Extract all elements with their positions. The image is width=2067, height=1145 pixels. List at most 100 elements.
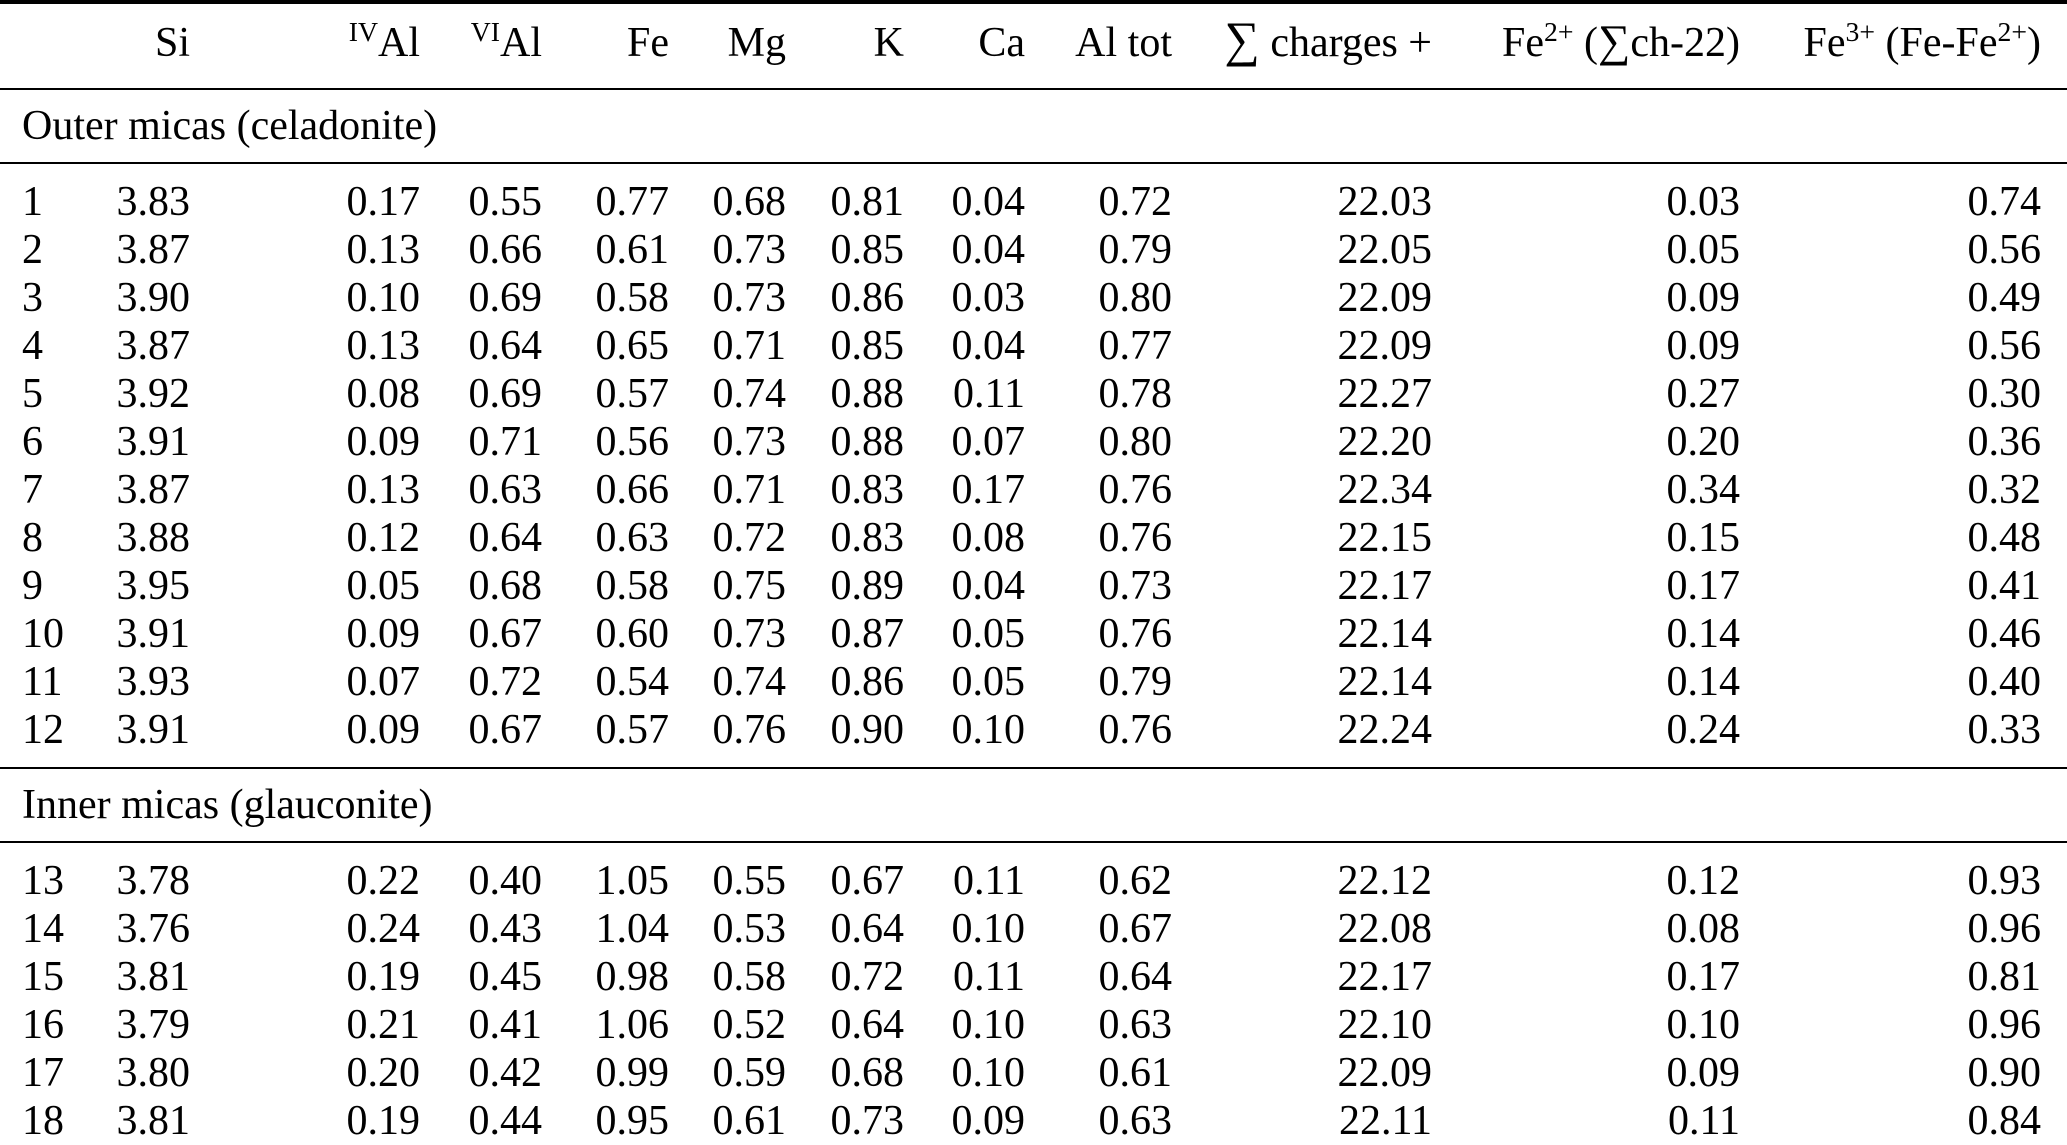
cell-sum_charges: 22.15	[1337, 515, 1433, 561]
cell-fe2: 0.10	[1666, 1002, 1741, 1048]
cell-al_tot: 0.67	[1098, 906, 1173, 952]
cell-sum_charges: 22.09	[1337, 1050, 1433, 1096]
cell-fe: 0.99	[595, 1050, 670, 1096]
cell-sum_charges: 22.12	[1337, 858, 1433, 904]
table-row: 11 3.93 0.07 0.72 0.54 0.74 0.86 0.05 0.79 22.14 0…	[0, 658, 2067, 706]
cell-al_vi: 0.44	[468, 1098, 543, 1144]
cell-fe: 0.63	[595, 515, 670, 561]
cell-al_tot: 0.80	[1098, 419, 1173, 465]
cell-fe3: 0.33	[1967, 707, 2042, 753]
table-row: 3 3.90 0.10 0.69 0.58 0.73 0.86 0.03 0.80 22.09 0.…	[0, 274, 2067, 322]
cell-k: 0.86	[830, 275, 905, 321]
cell-al_tot: 0.77	[1098, 323, 1173, 369]
cell-mg: 0.52	[712, 1002, 787, 1048]
cell-si: 3.90	[116, 275, 191, 321]
cell-index: 4	[22, 323, 43, 369]
cell-ca: 0.03	[951, 275, 1026, 321]
cell-fe3: 0.96	[1967, 906, 2042, 952]
cell-k: 0.73	[830, 1098, 905, 1144]
cell-fe: 0.77	[595, 179, 670, 225]
table-row: 15 3.81 0.19 0.45 0.98 0.58 0.72 0.11 0.64 22.17 0…	[0, 953, 2067, 1001]
cell-fe3: 0.32	[1967, 467, 2042, 513]
cell-index: 7	[22, 467, 43, 513]
cell-si: 3.91	[116, 419, 191, 465]
cell-sum_charges: 22.34	[1337, 467, 1433, 513]
cell-al_vi: 0.72	[468, 659, 543, 705]
cell-si: 3.81	[116, 1098, 191, 1144]
cell-fe3: 0.56	[1967, 227, 2042, 273]
column-header-fe: Fe	[542, 2, 669, 90]
cell-al_vi: 0.55	[468, 179, 543, 225]
cell-fe2: 0.14	[1666, 659, 1741, 705]
cell-al_iv: 0.19	[346, 1098, 421, 1144]
cell-sum_charges: 22.17	[1337, 563, 1433, 609]
cell-index: 18	[22, 1098, 64, 1144]
table-row: 12 3.91 0.09 0.67 0.57 0.76 0.90 0.10 0.76 22.24 0…	[0, 706, 2067, 768]
cell-al_tot: 0.76	[1098, 611, 1173, 657]
table-row: 13 3.78 0.22 0.40 1.05 0.55 0.67 0.11 0.62 22.12 0…	[0, 842, 2067, 905]
column-header-al_vi: VIAl	[420, 2, 542, 90]
cell-mg: 0.58	[712, 954, 787, 1000]
cell-al_iv: 0.09	[346, 707, 421, 753]
table-row: 16 3.79 0.21 0.41 1.06 0.52 0.64 0.10 0.63 22.10 0…	[0, 1001, 2067, 1049]
column-header-si: Si	[55, 2, 190, 90]
cell-fe2: 0.08	[1666, 906, 1741, 952]
cell-al_tot: 0.73	[1098, 563, 1173, 609]
cell-al_vi: 0.41	[468, 1002, 543, 1048]
cell-fe3: 0.30	[1967, 371, 2042, 417]
cell-k: 0.64	[830, 906, 905, 952]
cell-al_iv: 0.09	[346, 611, 421, 657]
cell-al_vi: 0.71	[468, 419, 543, 465]
cell-mg: 0.53	[712, 906, 787, 952]
cell-ca: 0.11	[953, 371, 1025, 417]
cell-index: 10	[22, 611, 64, 657]
cell-al_tot: 0.79	[1098, 659, 1173, 705]
cell-k: 0.83	[830, 515, 905, 561]
cell-al_iv: 0.24	[346, 906, 421, 952]
cell-fe3: 0.48	[1967, 515, 2042, 561]
column-header-sum_charges: ∑ charges +	[1172, 2, 1432, 90]
cell-index: 5	[22, 371, 43, 417]
cell-fe2: 0.09	[1666, 323, 1741, 369]
cell-al_vi: 0.69	[468, 371, 543, 417]
cell-fe3: 0.56	[1967, 323, 2042, 369]
cell-si: 3.91	[116, 611, 191, 657]
cell-fe: 0.56	[595, 419, 670, 465]
cell-al_vi: 0.43	[468, 906, 543, 952]
cell-fe: 1.04	[595, 906, 670, 952]
table-row: 17 3.80 0.20 0.42 0.99 0.59 0.68 0.10 0.61 22.09 0…	[0, 1049, 2067, 1097]
cell-fe: 0.58	[595, 275, 670, 321]
cell-al_tot: 0.64	[1098, 954, 1173, 1000]
cell-al_tot: 0.76	[1098, 515, 1173, 561]
cell-mg: 0.59	[712, 1050, 787, 1096]
cell-k: 0.88	[830, 419, 905, 465]
cell-si: 3.87	[116, 467, 191, 513]
cell-fe2: 0.27	[1666, 371, 1741, 417]
table-row: 10 3.91 0.09 0.67 0.60 0.73 0.87 0.05 0.76 22.14 0…	[0, 610, 2067, 658]
cell-index: 8	[22, 515, 43, 561]
cell-al_tot: 0.61	[1098, 1050, 1173, 1096]
cell-fe3: 0.90	[1967, 1050, 2042, 1096]
cell-mg: 0.73	[712, 611, 787, 657]
cell-sum_charges: 22.05	[1337, 227, 1433, 273]
cell-mg: 0.74	[712, 659, 787, 705]
cell-ca: 0.05	[951, 659, 1026, 705]
cell-mg: 0.73	[712, 275, 787, 321]
cell-fe: 1.05	[595, 858, 670, 904]
cell-sum_charges: 22.24	[1337, 707, 1433, 753]
section-title-row: Outer micas (celadonite)	[0, 88, 2067, 164]
cell-sum_charges: 22.08	[1337, 906, 1433, 952]
cell-al_tot: 0.63	[1098, 1098, 1173, 1144]
cell-k: 0.85	[830, 323, 905, 369]
cell-index: 2	[22, 227, 43, 273]
cell-fe2: 0.09	[1666, 1050, 1741, 1096]
cell-al_vi: 0.69	[468, 275, 543, 321]
cell-index: 3	[22, 275, 43, 321]
cell-ca: 0.05	[951, 611, 1026, 657]
column-header-k: K	[786, 2, 904, 90]
cell-fe: 0.65	[595, 323, 670, 369]
table-row: 8 3.88 0.12 0.64 0.63 0.72 0.83 0.08 0.76 22.15 0.…	[0, 514, 2067, 562]
cell-sum_charges: 22.09	[1337, 275, 1433, 321]
